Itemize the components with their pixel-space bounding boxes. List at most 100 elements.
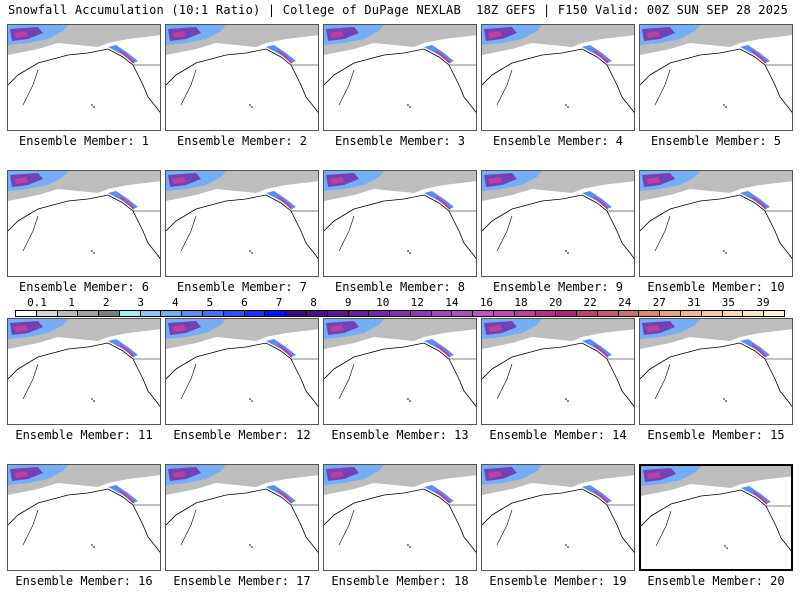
colorbar-segment	[535, 311, 557, 316]
hawaii-islands	[91, 250, 93, 252]
coastal-heavy-snow	[277, 50, 293, 64]
coastal-heavy-snow	[752, 491, 768, 505]
very-heavy-snow-region	[646, 177, 660, 184]
colorbar-tick-label: 10	[376, 296, 390, 309]
ensemble-member-label: Ensemble Member: 12	[173, 428, 311, 442]
ensemble-member-label: Ensemble Member: 18	[331, 574, 469, 588]
hawaii-islands	[724, 545, 726, 547]
colorbar-tick-label: 2	[102, 296, 110, 309]
ensemble-map-panel	[165, 170, 319, 277]
ensemble-map-panel	[481, 318, 635, 425]
coastline-asia	[655, 510, 672, 547]
colorbar-segment	[764, 311, 784, 316]
coastline-asia	[22, 215, 39, 252]
colorbar-segment	[327, 311, 349, 316]
coastline-asia	[180, 363, 197, 400]
very-heavy-snow-region	[14, 325, 28, 332]
coastal-heavy-snow	[435, 344, 451, 358]
coastline	[482, 488, 634, 553]
very-heavy-snow-region	[330, 31, 344, 38]
hawaii-islands	[249, 398, 251, 400]
coastline-asia	[654, 363, 671, 400]
ensemble-member-label: Ensemble Member: 9	[492, 280, 624, 294]
hawaii-islands	[91, 104, 93, 106]
colorbar-segment	[140, 311, 162, 316]
coastal-heavy-snow	[435, 196, 451, 210]
coastline	[324, 488, 476, 553]
colorbar-segment	[493, 311, 515, 316]
ensemble-map-panel	[639, 318, 793, 425]
coastal-heavy-snow	[119, 196, 135, 210]
coastal-heavy-snow	[751, 196, 767, 210]
ensemble-map-panel	[323, 24, 477, 131]
coastal-heavy-snow	[593, 344, 609, 358]
ensemble-member-label: Ensemble Member: 2	[176, 134, 308, 148]
coastline-asia	[496, 215, 513, 252]
coastline	[166, 342, 318, 407]
colorbar-tick-label: 27	[652, 296, 666, 309]
coastline	[324, 194, 476, 259]
coastline-asia	[22, 363, 39, 400]
colorbar-segment	[286, 311, 307, 316]
snowfall-map	[324, 465, 476, 553]
snowfall-map	[324, 171, 476, 259]
colorbar-segment	[577, 311, 598, 316]
snowfall-map	[8, 25, 160, 113]
ensemble-map-panel	[323, 318, 477, 425]
colorbar-segment	[618, 311, 640, 316]
colorbar-segment	[182, 311, 204, 316]
ensemble-map-panel	[7, 24, 161, 131]
coastline	[640, 342, 792, 407]
colorbar-segment	[390, 311, 411, 316]
hawaii-islands	[91, 398, 93, 400]
very-heavy-snow-region	[14, 177, 28, 184]
hawaii-islands	[249, 104, 251, 106]
coastline	[482, 194, 634, 259]
coastline-asia	[22, 509, 39, 546]
hawaii-islands	[565, 544, 567, 546]
colorbar-tick-label: 8	[310, 296, 317, 309]
coastline	[640, 48, 792, 113]
colorbar-segment	[36, 311, 58, 316]
very-heavy-snow-region	[488, 177, 502, 184]
coastline-asia	[180, 215, 197, 252]
ensemble-member-label: Ensemble Member: 5	[650, 134, 782, 148]
very-heavy-snow-region	[646, 31, 660, 38]
snowfall-map	[166, 171, 318, 259]
coastline-asia	[338, 69, 355, 106]
colorbar-segment	[410, 311, 432, 316]
colorbar-tick-label: 24	[618, 296, 632, 309]
coastline-asia	[654, 215, 671, 252]
snowfall-map	[166, 465, 318, 553]
colorbar-segment	[556, 311, 578, 316]
colorbar-labels: 0.1 1 2 3 4 5 6 7 8 9 10 12 14 16 18 20 22 24 27 31 35 39	[15, 296, 785, 309]
colorbar-tick-label: 3	[137, 296, 145, 309]
colorbar-tick-label: 0.1	[27, 296, 47, 309]
coastline-asia	[496, 69, 513, 106]
coastal-heavy-snow	[435, 50, 451, 64]
ensemble-map-panel	[639, 464, 793, 571]
colorbar-segment	[161, 311, 183, 316]
ensemble-map-panel	[481, 464, 635, 571]
colorbar-tick-label: 31	[687, 296, 701, 309]
coastal-heavy-snow	[119, 490, 135, 504]
colorbar-segment	[514, 311, 536, 316]
ensemble-map-panel	[639, 170, 793, 277]
coastal-heavy-snow	[751, 344, 767, 358]
colorbar-tick-label: 6	[241, 296, 248, 309]
hawaii-islands	[407, 104, 409, 106]
ensemble-member-label: Ensemble Member: 13	[331, 428, 469, 442]
colorbar-segment	[743, 311, 765, 316]
hawaii-islands	[249, 544, 251, 546]
coastal-heavy-snow	[119, 344, 135, 358]
colorbar-tick-label: 7	[275, 296, 283, 309]
colorbar-segment	[722, 311, 744, 316]
coastline-asia	[338, 509, 355, 546]
coastline	[324, 48, 476, 113]
ensemble-member-label: Ensemble Member: 10	[647, 280, 785, 294]
colorbar-tick-label: 18	[514, 296, 528, 309]
ensemble-map-panel	[165, 24, 319, 131]
colorbar-tick-label: 9	[344, 296, 352, 309]
snowfall-map	[482, 319, 634, 407]
coastline	[640, 194, 792, 259]
